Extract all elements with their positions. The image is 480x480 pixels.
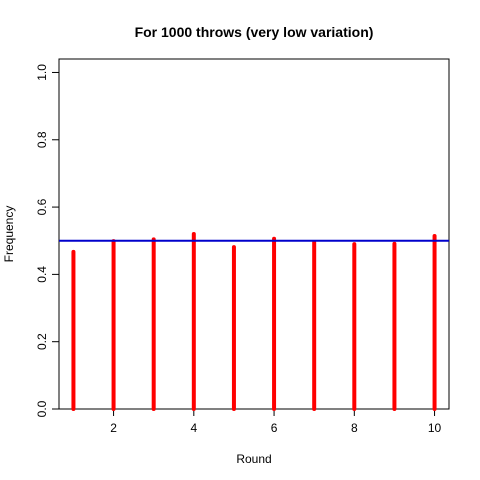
x-axis: 2 4 6 8 10 (110, 408, 442, 435)
y-axis: 0.0 0.2 0.4 0.6 0.8 1.0 (35, 64, 60, 417)
plot-area-border (58, 58, 450, 410)
x-tick-label: 4 (190, 421, 197, 435)
y-tick-label: 0.0 (35, 400, 49, 417)
chart-title: For 1000 throws (very low variation) (135, 24, 374, 40)
y-axis-title: Frequency (2, 206, 16, 263)
x-tick-label: 10 (428, 421, 442, 435)
x-tick-label: 6 (271, 421, 278, 435)
y-tick-label: 0.8 (35, 131, 49, 148)
x-tick-label: 8 (351, 421, 358, 435)
y-tick-label: 0.2 (35, 333, 49, 350)
x-tick-label: 2 (110, 421, 117, 435)
bars-group (71, 232, 437, 411)
x-axis-title: Round (236, 452, 271, 466)
y-tick-label: 0.6 (35, 198, 49, 215)
y-tick-label: 1.0 (35, 64, 49, 81)
y-tick-label: 0.4 (35, 266, 49, 283)
